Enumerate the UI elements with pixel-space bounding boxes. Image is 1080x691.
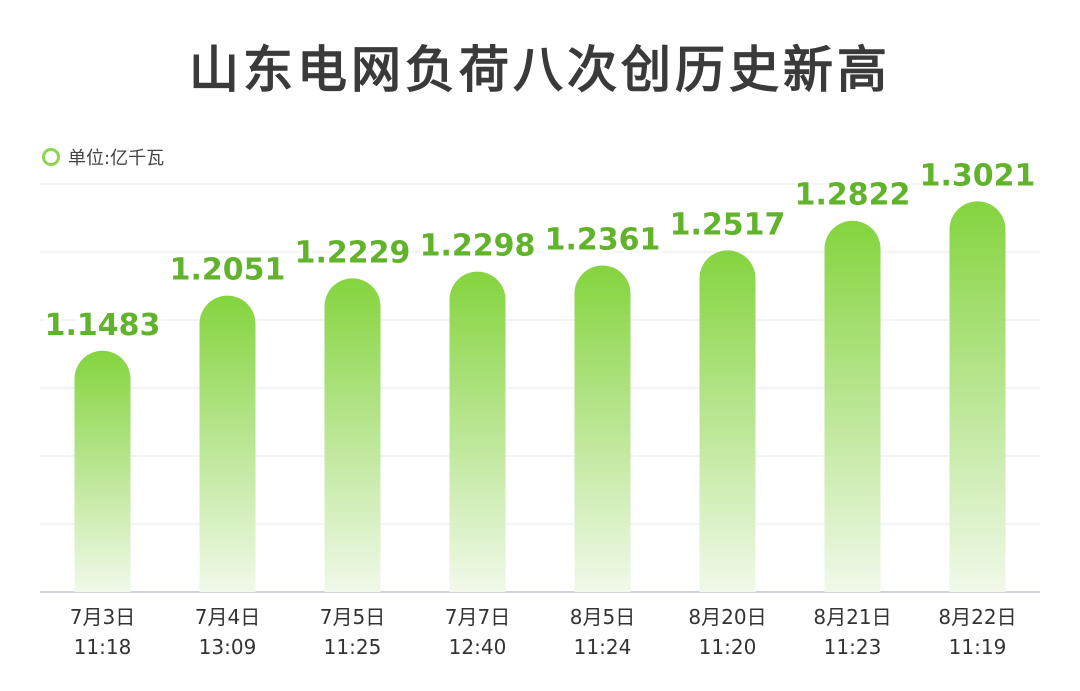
legend: 单位:亿千瓦: [42, 144, 164, 170]
x-tick-date: 7月3日: [70, 605, 135, 629]
bar: [574, 265, 631, 592]
data-label: 1.2229: [295, 235, 411, 270]
x-tick-time: 12:40: [449, 635, 507, 659]
bar: [74, 350, 131, 592]
x-tick-date: 7月5日: [320, 605, 385, 629]
x-tick-date: 7月7日: [445, 605, 510, 629]
x-tick-labels: 7月3日 11:18 7月4日 13:09 7月5日 11:25 7月7日 12:40 8月5日…: [70, 605, 1017, 659]
bar: [699, 250, 756, 593]
data-label: 1.2361: [545, 223, 661, 258]
x-tick-date: 8月5日: [570, 605, 635, 629]
x-tick-date: 8月20日: [688, 605, 766, 629]
legend-unit-label: 单位:亿千瓦: [68, 148, 165, 169]
bar: [949, 201, 1006, 592]
grid-lines: [40, 183, 1040, 593]
x-tick-date: 8月21日: [813, 605, 891, 629]
x-tick-time: 11:25: [324, 635, 382, 659]
bar: [449, 271, 506, 592]
data-label: 1.3021: [920, 158, 1036, 193]
x-tick-date: 7月4日: [195, 605, 260, 629]
data-label: 1.1483: [45, 308, 161, 343]
x-tick-date: 8月22日: [938, 605, 1016, 629]
x-tick-time: 11:24: [574, 635, 632, 659]
data-label: 1.2517: [670, 207, 786, 242]
data-label: 1.2822: [795, 178, 911, 213]
bars: [74, 201, 1006, 593]
legend-marker-icon: [42, 148, 60, 166]
chart-title: 山东电网负荷八次创历史新高: [189, 40, 891, 99]
x-tick-time: 11:20: [699, 635, 757, 659]
x-tick-time: 11:23: [824, 635, 882, 659]
x-tick-time: 11:18: [74, 635, 132, 659]
bar: [199, 295, 256, 592]
data-label: 1.2298: [420, 229, 536, 264]
bar: [824, 220, 881, 592]
x-tick-time: 13:09: [199, 635, 257, 659]
bar: [324, 278, 381, 592]
data-label: 1.2051: [170, 253, 286, 288]
x-tick-time: 11:19: [949, 635, 1007, 659]
value-labels: 1.1483 1.2051 1.2229 1.2298 1.2361 1.2517 1.28…: [42, 155, 1039, 345]
